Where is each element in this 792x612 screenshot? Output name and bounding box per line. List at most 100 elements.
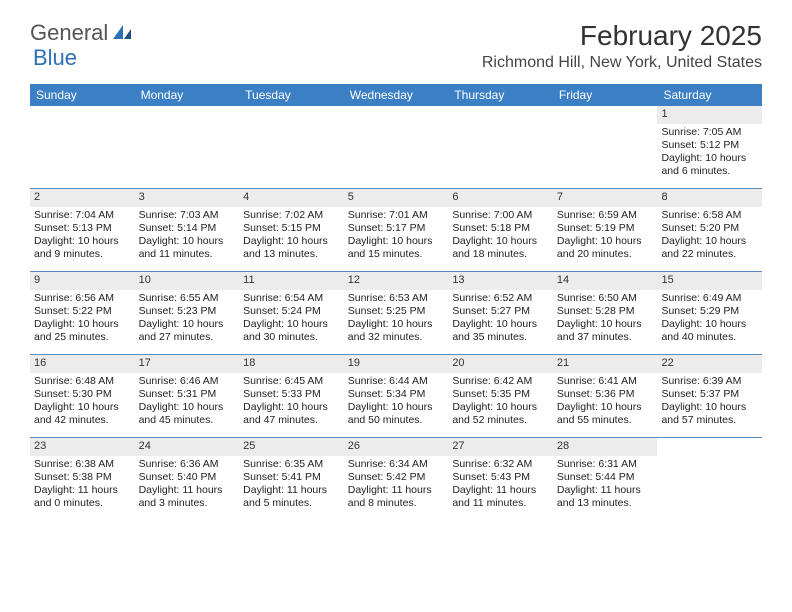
sunset-text: Sunset: 5:33 PM xyxy=(243,388,340,401)
sunset-text: Sunset: 5:12 PM xyxy=(661,139,758,152)
day-body: Sunrise: 6:31 AMSunset: 5:44 PMDaylight:… xyxy=(553,456,658,515)
day-cell xyxy=(448,106,553,188)
day-number: 24 xyxy=(135,438,240,456)
daylight-text: Daylight: 11 hours and 0 minutes. xyxy=(34,484,131,510)
day-cell: 25 Sunrise: 6:35 AMSunset: 5:41 PMDayligh… xyxy=(239,438,344,520)
day-header-fri: Friday xyxy=(553,84,658,106)
day-number: 25 xyxy=(239,438,344,456)
day-cell: 19Sunrise: 6:44 AMSunset: 5:34 PMDayligh… xyxy=(344,355,449,437)
day-number: 8 xyxy=(657,189,762,207)
day-cell: 27Sunrise: 6:32 AMSunset: 5:43 PMDayligh… xyxy=(448,438,553,520)
sunrise-text: Sunrise: 6:31 AM xyxy=(557,458,654,471)
day-header-tue: Tuesday xyxy=(239,84,344,106)
daylight-text: Daylight: 11 hours and 5 minutes. xyxy=(243,484,340,510)
day-header-sun: Sunday xyxy=(30,84,135,106)
day-number: 28 xyxy=(553,438,658,456)
sunrise-text: Sunrise: 6:55 AM xyxy=(139,292,236,305)
page-title: February 2025 xyxy=(482,20,762,52)
sunset-text: Sunset: 5:23 PM xyxy=(139,305,236,318)
day-cell: 11Sunrise: 6:54 AMSunset: 5:24 PMDayligh… xyxy=(239,272,344,354)
day-cell xyxy=(135,106,240,188)
sunset-text: Sunset: 5:18 PM xyxy=(452,222,549,235)
day-cell: 7Sunrise: 6:59 AMSunset: 5:19 PMDaylight… xyxy=(553,189,658,271)
day-cell: 4Sunrise: 7:02 AMSunset: 5:15 PMDaylight… xyxy=(239,189,344,271)
daylight-text: Daylight: 10 hours and 57 minutes. xyxy=(661,401,758,427)
day-headers: Sunday Monday Tuesday Wednesday Thursday… xyxy=(30,84,762,106)
day-cell: 2Sunrise: 7:04 AMSunset: 5:13 PMDaylight… xyxy=(30,189,135,271)
sunrise-text: Sunrise: 7:00 AM xyxy=(452,209,549,222)
sunrise-text: Sunrise: 6:50 AM xyxy=(557,292,654,305)
day-body: Sunrise: 6:39 AMSunset: 5:37 PMDaylight:… xyxy=(657,373,762,432)
day-body: Sunrise: 6:34 AMSunset: 5:42 PMDaylight:… xyxy=(344,456,449,515)
day-number: 19 xyxy=(344,355,449,373)
day-number: 15 xyxy=(657,272,762,290)
daylight-text: Daylight: 10 hours and 45 minutes. xyxy=(139,401,236,427)
logo: General xyxy=(30,20,133,46)
daylight-text: Daylight: 10 hours and 35 minutes. xyxy=(452,318,549,344)
day-cell: 15Sunrise: 6:49 AMSunset: 5:29 PMDayligh… xyxy=(657,272,762,354)
daylight-text: Daylight: 10 hours and 22 minutes. xyxy=(661,235,758,261)
daylight-text: Daylight: 10 hours and 42 minutes. xyxy=(34,401,131,427)
day-body: Sunrise: 7:03 AMSunset: 5:14 PMDaylight:… xyxy=(135,207,240,266)
sunrise-text: Sunrise: 6:48 AM xyxy=(34,375,131,388)
daylight-text: Daylight: 10 hours and 6 minutes. xyxy=(661,152,758,178)
sunset-text: Sunset: 5:14 PM xyxy=(139,222,236,235)
sunrise-text: Sunrise: 6:39 AM xyxy=(661,375,758,388)
page: General February 2025 Richmond Hill, New… xyxy=(0,0,792,530)
day-cell: 1Sunrise: 7:05 AMSunset: 5:12 PMDaylight… xyxy=(657,106,762,188)
day-cell: 8Sunrise: 6:58 AMSunset: 5:20 PMDaylight… xyxy=(657,189,762,271)
sunrise-text: Sunrise: 6:58 AM xyxy=(661,209,758,222)
sunset-text: Sunset: 5:15 PM xyxy=(243,222,340,235)
day-body: Sunrise: 6:32 AMSunset: 5:43 PMDaylight:… xyxy=(448,456,553,515)
daylight-text: Daylight: 10 hours and 20 minutes. xyxy=(557,235,654,261)
sunrise-text: Sunrise: 6:52 AM xyxy=(452,292,549,305)
sunrise-text: Sunrise: 6:38 AM xyxy=(34,458,131,471)
day-body: Sunrise: 6:58 AMSunset: 5:20 PMDaylight:… xyxy=(657,207,762,266)
sunset-text: Sunset: 5:41 PM xyxy=(243,471,340,484)
day-number: 4 xyxy=(239,189,344,207)
sunset-text: Sunset: 5:24 PM xyxy=(243,305,340,318)
daylight-text: Daylight: 11 hours and 11 minutes. xyxy=(452,484,549,510)
week-row: 16Sunrise: 6:48 AMSunset: 5:30 PMDayligh… xyxy=(30,354,762,437)
title-block: February 2025 Richmond Hill, New York, U… xyxy=(482,20,762,72)
day-cell: 13Sunrise: 6:52 AMSunset: 5:27 PMDayligh… xyxy=(448,272,553,354)
sunrise-text: Sunrise: 6:35 AM xyxy=(243,458,340,471)
day-number: 1 xyxy=(657,106,762,124)
sunrise-text: Sunrise: 6:41 AM xyxy=(557,375,654,388)
day-number: 3 xyxy=(135,189,240,207)
sunrise-text: Sunrise: 6:56 AM xyxy=(34,292,131,305)
day-number: 12 xyxy=(344,272,449,290)
calendar: Sunday Monday Tuesday Wednesday Thursday… xyxy=(30,84,762,520)
sunset-text: Sunset: 5:19 PM xyxy=(557,222,654,235)
day-cell: 24Sunrise: 6:36 AMSunset: 5:40 PMDayligh… xyxy=(135,438,240,520)
day-number: 6 xyxy=(448,189,553,207)
weeks-container: 1Sunrise: 7:05 AMSunset: 5:12 PMDaylight… xyxy=(30,106,762,520)
day-body: Sunrise: 6:59 AMSunset: 5:19 PMDaylight:… xyxy=(553,207,658,266)
sunset-text: Sunset: 5:37 PM xyxy=(661,388,758,401)
day-cell: 18Sunrise: 6:45 AMSunset: 5:33 PMDayligh… xyxy=(239,355,344,437)
week-row: 1Sunrise: 7:05 AMSunset: 5:12 PMDaylight… xyxy=(30,106,762,188)
day-body: Sunrise: 6:49 AMSunset: 5:29 PMDaylight:… xyxy=(657,290,762,349)
day-cell: 9Sunrise: 6:56 AMSunset: 5:22 PMDaylight… xyxy=(30,272,135,354)
sunset-text: Sunset: 5:43 PM xyxy=(452,471,549,484)
day-cell: 10Sunrise: 6:55 AMSunset: 5:23 PMDayligh… xyxy=(135,272,240,354)
day-body: Sunrise: 6:54 AMSunset: 5:24 PMDaylight:… xyxy=(239,290,344,349)
daylight-text: Daylight: 10 hours and 9 minutes. xyxy=(34,235,131,261)
day-body: Sunrise: 6:41 AMSunset: 5:36 PMDaylight:… xyxy=(553,373,658,432)
day-number: 26 xyxy=(344,438,449,456)
day-cell: 14Sunrise: 6:50 AMSunset: 5:28 PMDayligh… xyxy=(553,272,658,354)
sunrise-text: Sunrise: 7:03 AM xyxy=(139,209,236,222)
sunrise-text: Sunrise: 6:36 AM xyxy=(139,458,236,471)
day-number: 10 xyxy=(135,272,240,290)
sunset-text: Sunset: 5:27 PM xyxy=(452,305,549,318)
daylight-text: Daylight: 10 hours and 50 minutes. xyxy=(348,401,445,427)
daylight-text: Daylight: 10 hours and 25 minutes. xyxy=(34,318,131,344)
day-number: 5 xyxy=(344,189,449,207)
day-number: 23 xyxy=(30,438,135,456)
day-number: 16 xyxy=(30,355,135,373)
sunrise-text: Sunrise: 7:01 AM xyxy=(348,209,445,222)
day-cell xyxy=(657,438,762,520)
day-body: Sunrise: 7:02 AMSunset: 5:15 PMDaylight:… xyxy=(239,207,344,266)
sunset-text: Sunset: 5:34 PM xyxy=(348,388,445,401)
day-cell xyxy=(30,106,135,188)
